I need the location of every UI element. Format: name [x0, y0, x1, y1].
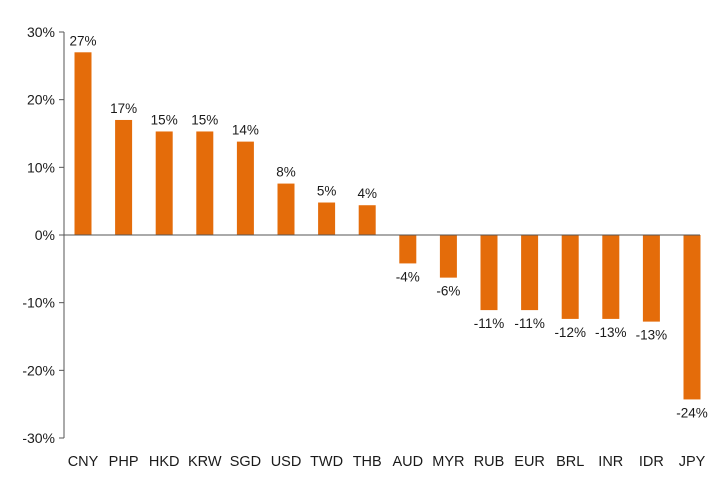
bar-brl: [561, 235, 579, 319]
bar-thb: [358, 205, 376, 235]
x-tick-label-aud: AUD: [392, 454, 423, 470]
x-tick-label-brl: BRL: [556, 454, 584, 470]
bar-krw: [196, 131, 214, 235]
data-label-idr: -13%: [636, 328, 668, 343]
bars: [74, 52, 701, 400]
bar-usd: [277, 183, 295, 235]
x-tick-label-myr: MYR: [432, 454, 464, 470]
x-tick-label-jpy: JPY: [679, 454, 706, 470]
bar-rub: [480, 235, 498, 311]
data-labels: 27%17%15% 15%14%8%5% 4%-4%-6%-11% -11%-12% -…: [69, 33, 707, 420]
x-tick-label-krw: KRW: [188, 454, 222, 470]
bar-hkd: [155, 131, 173, 235]
data-label-eur: -11%: [514, 316, 545, 331]
x-tick-label-twd: TWD: [310, 454, 343, 470]
bar-eur: [521, 235, 539, 311]
bar-aud: [399, 235, 417, 264]
x-tick-label-hkd: HKD: [149, 454, 180, 470]
y-tick-label: 10%: [27, 159, 55, 175]
data-label-rub: -11%: [474, 316, 505, 331]
data-label-thb: 4%: [357, 186, 377, 201]
data-label-brl: -12%: [554, 325, 586, 340]
x-tick-label-sgd: SGD: [230, 454, 261, 470]
x-axis: CNY PHP HKD KRW SGD USD TWD THB AUD MYR RUB EUR BRL I…: [64, 234, 706, 470]
data-label-twd: 5%: [317, 184, 337, 199]
x-tick-label-inr: INR: [598, 454, 623, 470]
bar-twd: [318, 202, 336, 235]
y-tick-label: 30%: [27, 24, 55, 40]
data-label-sgd: 14%: [232, 123, 259, 138]
data-label-hkd: 15%: [151, 112, 178, 127]
x-tick-label-eur: EUR: [514, 454, 545, 470]
y-axis: 30% 20% 10% 0% -10% -20% -30%: [22, 24, 65, 446]
y-tick-label: 0%: [35, 227, 55, 243]
bar-jpy: [683, 235, 701, 400]
data-label-krw: 15%: [191, 112, 218, 127]
data-label-php: 17%: [110, 101, 137, 116]
data-label-myr: -6%: [436, 284, 460, 299]
x-tick-label-rub: RUB: [474, 454, 505, 470]
data-label-usd: 8%: [276, 165, 296, 180]
bar-cny: [74, 52, 92, 235]
data-label-aud: -4%: [396, 269, 420, 284]
y-tick-label: -20%: [22, 362, 55, 378]
data-label-jpy: -24%: [676, 405, 708, 420]
bar-idr: [642, 235, 660, 322]
data-label-inr: -13%: [595, 325, 627, 340]
y-tick-label: -30%: [22, 430, 55, 446]
bar-myr: [439, 235, 457, 278]
x-tick-label-idr: IDR: [639, 454, 664, 470]
y-tick-label: -10%: [22, 295, 55, 311]
x-tick-label-thb: THB: [353, 454, 382, 470]
bar-php: [115, 119, 133, 235]
bar-sgd: [236, 141, 254, 235]
bar-inr: [602, 235, 620, 319]
x-tick-label-cny: CNY: [68, 454, 99, 470]
x-tick-label-php: PHP: [109, 454, 139, 470]
x-tick-label-usd: USD: [271, 454, 302, 470]
y-tick-label: 20%: [27, 92, 55, 108]
data-label-cny: 27%: [69, 33, 96, 48]
